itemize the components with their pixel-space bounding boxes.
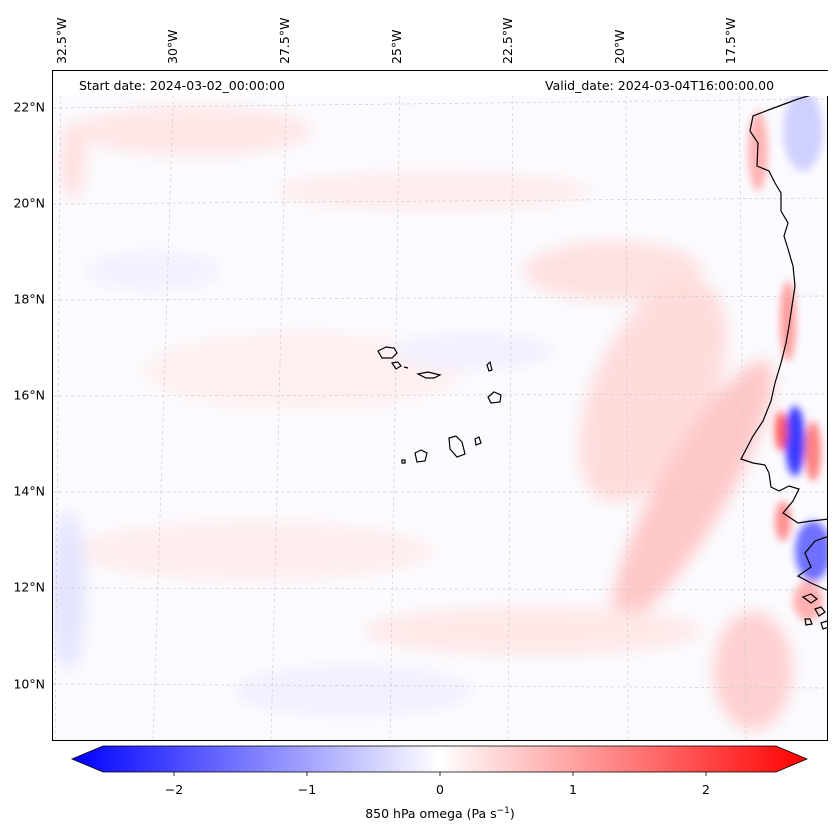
colorbar-tick-marks bbox=[173, 772, 707, 776]
colorbar-tick-label: 0 bbox=[436, 782, 444, 797]
lon-label-32-5w: 32.5°W bbox=[54, 17, 69, 64]
coastal-strong-field bbox=[748, 91, 827, 621]
colorbar-label: 850 hPa omega (Pa s−1) bbox=[365, 806, 515, 822]
colorbar-body bbox=[70, 745, 809, 773]
colorbar bbox=[70, 745, 809, 776]
lat-label-18n: 18°N bbox=[13, 291, 45, 307]
island-fogo bbox=[414, 449, 428, 463]
lat-label-22n: 22°N bbox=[13, 99, 45, 115]
colorbar-tick-label: −1 bbox=[297, 782, 317, 797]
lon-label-17-5w: 17.5°W bbox=[723, 17, 738, 64]
island-santo-antao bbox=[377, 346, 398, 359]
lon-label-25w: 25°W bbox=[389, 29, 404, 64]
cape-verde-islands bbox=[377, 346, 502, 464]
lat-label-14n: 14°N bbox=[13, 483, 45, 499]
island-sal bbox=[486, 360, 493, 372]
colorbar-tick-label: 2 bbox=[702, 782, 710, 797]
island-sao-nicolau bbox=[416, 371, 442, 379]
bijagos-islands bbox=[801, 593, 827, 630]
lat-label-10n: 10°N bbox=[13, 676, 45, 692]
map-panel bbox=[52, 70, 828, 741]
island-brava bbox=[401, 459, 406, 464]
lat-label-12n: 12°N bbox=[13, 579, 45, 595]
lon-label-20w: 20°W bbox=[612, 29, 627, 64]
start-date-text: Start date: 2024-03-02_00:00:00 bbox=[79, 78, 285, 93]
island-maio bbox=[474, 436, 482, 446]
lat-label-16n: 16°N bbox=[13, 387, 45, 403]
island-santiago bbox=[448, 435, 466, 458]
colorbar-tick-label: 1 bbox=[569, 782, 577, 797]
valid-date-text: Valid_date: 2024-03-04T16:00:00.00 bbox=[545, 78, 775, 93]
coastline-guinea-bissau bbox=[796, 536, 827, 591]
lon-label-27-5w: 27.5°W bbox=[277, 17, 292, 64]
island-boa-vista bbox=[487, 391, 502, 404]
lat-label-20n: 20°N bbox=[13, 195, 45, 211]
island-sao-vicente bbox=[390, 361, 402, 370]
header-band bbox=[53, 71, 829, 96]
west-africa-coastline bbox=[740, 90, 827, 524]
graticule bbox=[53, 71, 827, 740]
lon-label-22-5w: 22.5°W bbox=[500, 17, 515, 64]
omega-field-map bbox=[53, 71, 827, 740]
lon-label-30w: 30°W bbox=[165, 29, 180, 64]
colorbar-tick-label: −2 bbox=[164, 782, 184, 797]
omega-field bbox=[53, 71, 827, 740]
island-santa-luzia bbox=[403, 366, 409, 369]
